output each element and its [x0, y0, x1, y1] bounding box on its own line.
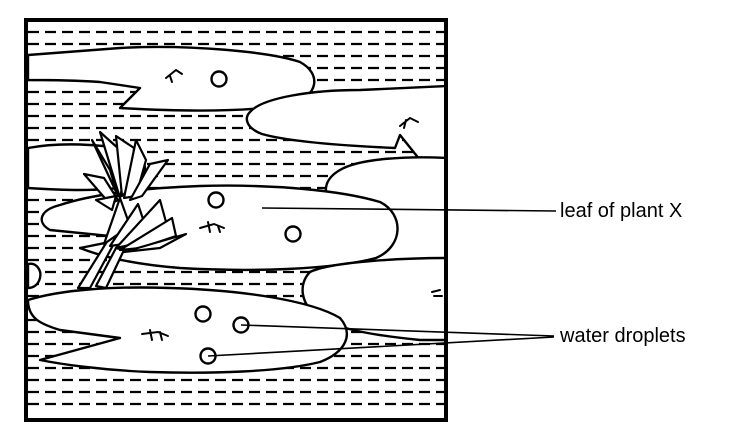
label-leaf-of-plant-x: leaf of plant X	[560, 200, 683, 222]
lotus-plant	[76, 130, 188, 290]
droplet-pointer-line	[240, 324, 555, 337]
water-droplet	[210, 70, 228, 88]
lily-pad	[245, 84, 446, 162]
water-droplet	[207, 191, 225, 209]
label-pointers	[207, 207, 557, 357]
label-water-droplets: water droplets	[560, 325, 686, 347]
flower-petal	[122, 232, 188, 254]
water-droplet	[194, 305, 212, 323]
leaf-pointer-line	[261, 207, 557, 212]
flower-petal	[94, 194, 118, 212]
twig-marks	[141, 69, 443, 341]
droplet-pointer-line	[207, 336, 555, 357]
flower-petal	[90, 138, 120, 198]
flower-petal	[128, 158, 170, 202]
lily-pad	[26, 262, 42, 290]
lily-pad	[26, 286, 349, 374]
water-droplet	[284, 225, 302, 243]
diagram-frame	[24, 18, 448, 422]
